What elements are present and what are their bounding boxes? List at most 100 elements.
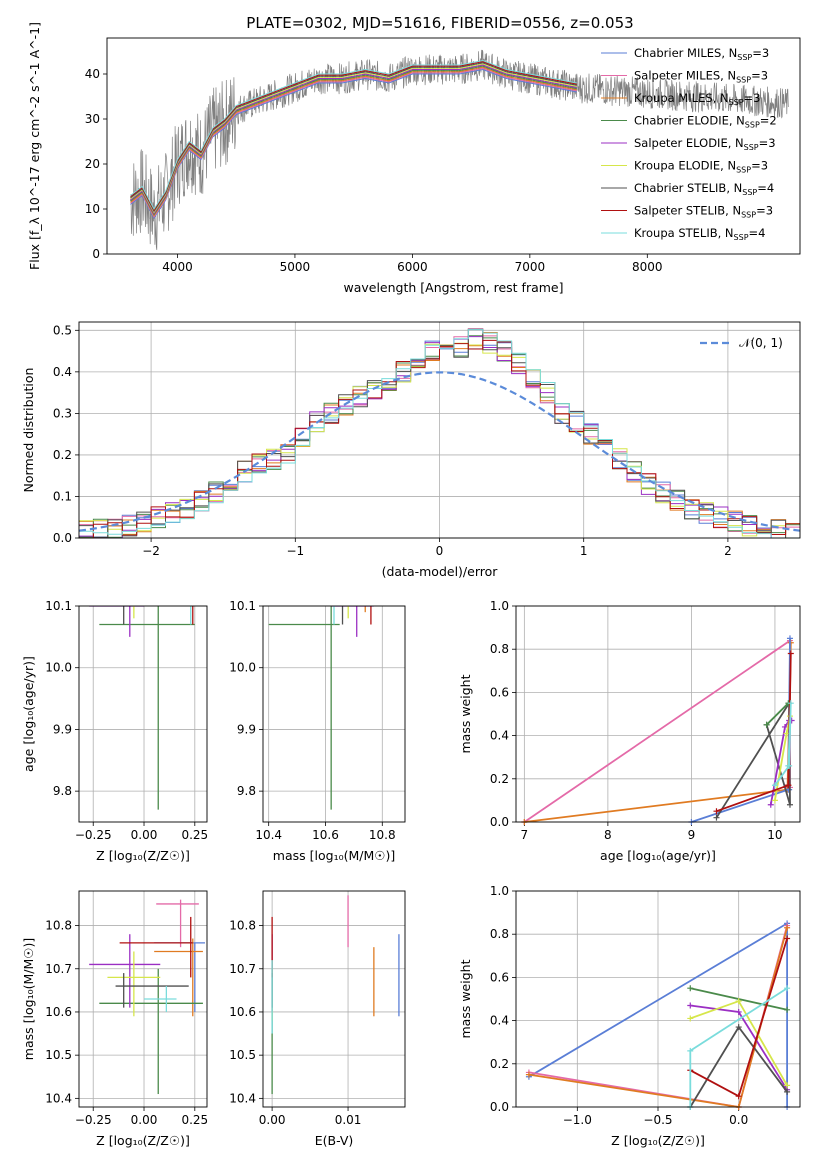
x-tick-label: 0.25	[181, 1113, 208, 1127]
legend-suffix: =2	[760, 114, 777, 128]
histogram-step	[79, 339, 800, 539]
series-marker	[784, 985, 791, 992]
axes-frame	[262, 890, 406, 1108]
x-tick-label: 10	[767, 828, 782, 842]
legend-subscript: SSP	[737, 53, 752, 62]
series-marker	[771, 797, 778, 804]
y-tick-label: 10.6	[45, 1005, 72, 1019]
series-marker	[687, 1015, 694, 1022]
series-marker	[713, 814, 720, 821]
series-marker	[787, 650, 794, 657]
legend-label: Salpeter MILES, NSSP=3	[634, 69, 768, 85]
x-axis-label: Z [log₁₀(Z/Z☉)]	[611, 1133, 705, 1148]
x-tick-label: 8	[604, 828, 612, 842]
y-tick-label: 40	[85, 67, 100, 81]
x-tick-label: 0.25	[181, 828, 208, 842]
normal-curve	[78, 371, 801, 532]
chart-spectrum: 4000 5000 6000 7000 8000 0 10 20 30 40 wavelength …	[27, 22, 801, 295]
series-marker	[735, 1008, 742, 1015]
x-tick-label: 0.01	[335, 1113, 362, 1127]
chart-mass-vs-Z: −0.25 0.00 0.25 10.4 10.5 10.6 10.7 10.8 Z [log₁…	[21, 890, 208, 1148]
x-axis-label: E(B-V)	[315, 1133, 354, 1148]
x-tick-label: 0	[436, 544, 444, 558]
y-axis-label: mass weight	[458, 674, 473, 753]
y-tick-label: 10.4	[45, 1091, 72, 1105]
legend-suffix: =3	[756, 204, 773, 218]
x-tick-label: 0.00	[131, 828, 158, 842]
y-tick-label: 0.4	[53, 365, 72, 379]
axes-frame	[78, 605, 208, 823]
y-tick-label: 0	[92, 247, 100, 261]
y-axis-label: mass weight	[458, 959, 473, 1038]
y-tick-label: 0.3	[53, 406, 72, 420]
y-tick-label: 0.8	[490, 927, 509, 941]
legend-label: Chabrier MILES, NSSP=3	[634, 46, 769, 62]
y-tick-label: 0.2	[53, 448, 72, 462]
y-tick-label: 10.0	[45, 661, 72, 675]
y-tick-label: 0.6	[490, 685, 509, 699]
x-tick-label: −0.25	[75, 1113, 112, 1127]
y-tick-label: 10.1	[229, 599, 256, 613]
legend-suffix: =4	[749, 226, 766, 240]
y-tick-label: 0.2	[490, 772, 509, 786]
x-tick-label: −0.5	[643, 1113, 672, 1127]
series-line	[716, 653, 792, 813]
x-tick-label: 7	[521, 828, 529, 842]
y-tick-label: 10.0	[229, 661, 256, 675]
y-tick-label: 9.8	[237, 784, 256, 798]
series-marker	[784, 1088, 791, 1095]
series-marker	[786, 635, 793, 642]
legend-label: Salpeter STELIB, NSSP=3	[634, 204, 773, 220]
model-spectrum-line	[130, 59, 577, 210]
x-tick-label: 0.00	[131, 1113, 158, 1127]
legend-subscript: SSP	[736, 76, 751, 85]
series-marker	[687, 1047, 694, 1054]
series-line	[765, 702, 789, 726]
x-axis-label: mass [log₁₀(M/M☉)]	[273, 848, 395, 863]
y-tick-label: 10.7	[229, 962, 256, 976]
x-tick-label: −0.25	[75, 828, 112, 842]
chart-residuals: −2 −1 0 1 2 0.0 0.1 0.2 0.3 0.4 0.5 (data-model)/er…	[21, 321, 801, 579]
chart-weight-vs-age: 7 8 9 10 0.0 0.2 0.4 0.6 0.8 1.0 age [log₁₀(age/yr…	[458, 599, 801, 863]
legend-suffix: =3	[759, 136, 776, 150]
series-marker	[784, 935, 791, 942]
y-tick-label: 0.4	[490, 1014, 509, 1028]
series-marker	[525, 1071, 532, 1078]
y-tick-label: 10	[85, 202, 100, 216]
y-tick-label: 0.0	[53, 531, 72, 545]
x-tick-label: 0.00	[259, 1113, 286, 1127]
legend-subscript: SSP	[742, 188, 757, 197]
y-tick-label: 10.4	[229, 1091, 256, 1105]
y-tick-label: 30	[85, 112, 100, 126]
chart-age-vs-Z: −0.25 0.00 0.25 9.8 9.9 10.0 10.1 Z [log₁₀(Z/Z☉…	[21, 599, 208, 863]
series-marker	[767, 801, 774, 808]
axes-frame	[78, 321, 801, 539]
series-marker	[763, 721, 770, 728]
legend-label: Chabrier ELODIE, NSSP=2	[634, 114, 777, 130]
legend-label: Salpeter ELODIE, NSSP=3	[634, 136, 776, 152]
y-axis-label: mass [log₁₀(M/M☉)]	[21, 938, 36, 1060]
legend-label: Chabrier STELIB, NSSP=4	[634, 181, 774, 197]
legend-subscript: SSP	[745, 121, 760, 130]
y-axis-label: Normed distribution	[21, 368, 36, 493]
series-marker	[771, 782, 778, 789]
series-marker	[787, 700, 794, 707]
x-tick-label: 0.0	[729, 1113, 748, 1127]
chart-age-vs-mass: 10.4 10.6 10.8 9.8 9.9 10.0 10.1 mass [log₁₀(M/…	[229, 599, 406, 863]
x-axis-label: (data-model)/error	[382, 564, 499, 579]
series-marker	[786, 801, 793, 808]
legend-suffix: =3	[752, 46, 769, 60]
axes-frame	[78, 890, 208, 1108]
x-tick-label: −1	[286, 544, 304, 558]
y-tick-label: 0.8	[490, 642, 509, 656]
y-tick-label: 1.0	[490, 884, 509, 898]
x-tick-label: 6000	[397, 260, 428, 274]
y-tick-label: 10.6	[229, 1005, 256, 1019]
figure-title: PLATE=0302, MJD=51616, FIBERID=0556, z=0…	[246, 14, 633, 32]
series-marker	[713, 808, 720, 815]
series-marker	[784, 924, 791, 931]
legend-suffix: =3	[751, 69, 768, 83]
x-axis-label: Z [log₁₀(Z/Z☉)]	[96, 848, 190, 863]
x-tick-label: 4000	[162, 260, 193, 274]
y-axis-label: Flux [f_λ 10^-17 erg cm^-2 s^-1 A^-1]	[27, 22, 42, 270]
